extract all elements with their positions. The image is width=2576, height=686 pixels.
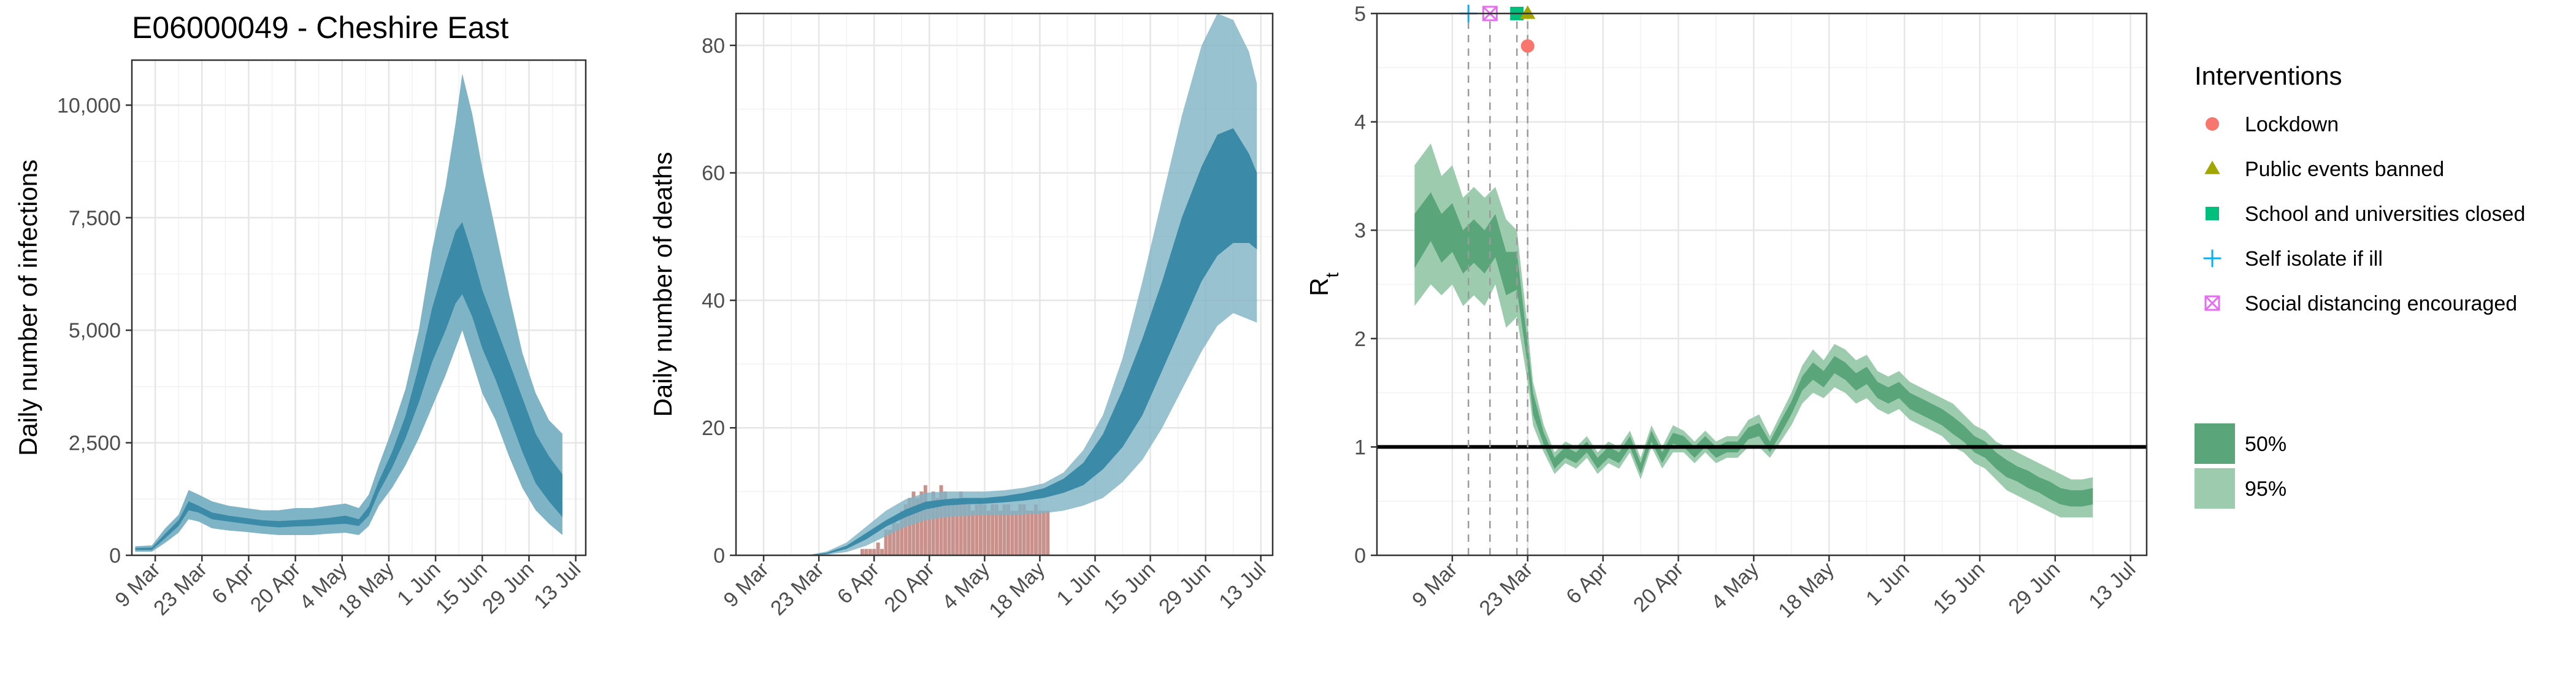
legend-key-boxtimes: [2204, 295, 2220, 311]
observed-deaths-bar: [1022, 504, 1026, 555]
rt-panel-border: [1376, 12, 2148, 557]
intervention-marker-triangle: [1520, 5, 1536, 19]
observed-deaths-bar: [872, 549, 876, 555]
legend-title: Interventions: [2195, 61, 2342, 90]
y-tick-label: 0: [109, 544, 121, 568]
observed-deaths-bar: [864, 549, 868, 555]
observed-deaths-bar: [868, 549, 872, 555]
observed-deaths-bar: [999, 511, 1003, 555]
observed-deaths-bar: [983, 504, 987, 555]
y-tick-label: 5: [1354, 2, 1366, 26]
legend-item-label: Self isolate if ill: [2245, 247, 2383, 271]
observed-deaths-bar: [978, 498, 983, 555]
y-tick-label: 7,500: [69, 207, 121, 230]
y-tick-label: 40: [702, 289, 725, 312]
observed-deaths-bar: [892, 517, 896, 555]
y-tick-label: 60: [702, 162, 725, 185]
legend-key-plus: [2203, 249, 2221, 268]
observed-deaths-bar: [939, 485, 943, 555]
observed-deaths-bar: [860, 549, 864, 555]
observed-deaths-bar: [1006, 504, 1010, 555]
infections-ribbon-95: [135, 74, 562, 552]
y-tick-label: 0: [713, 544, 725, 568]
y-tick-label: 20: [702, 417, 725, 440]
observed-deaths-bar: [900, 511, 904, 555]
legend-item-label: Lockdown: [2245, 113, 2339, 136]
observed-deaths-bar: [943, 491, 947, 555]
observed-deaths-bar: [915, 498, 919, 555]
legend-ci-label: 50%: [2245, 433, 2287, 456]
y-tick-label: 1: [1354, 436, 1366, 459]
observed-deaths-bar: [1010, 511, 1014, 555]
observed-deaths-bar: [963, 498, 967, 555]
legend-ci-label: 95%: [2245, 477, 2287, 501]
observed-deaths-bar: [986, 511, 991, 555]
observed-deaths-bar: [994, 504, 999, 555]
observed-deaths-bar: [931, 491, 935, 555]
legend-key-square: [2206, 207, 2219, 220]
deaths-ribbon-50: [807, 128, 1257, 555]
observed-deaths-bar: [908, 498, 912, 555]
observed-deaths-bar: [1034, 504, 1038, 555]
figure-title: E06000049 - Cheshire East: [132, 10, 508, 45]
boxtimes-d2: [2204, 295, 2220, 311]
legend-key-circle: [2206, 117, 2219, 131]
rt-ribbon-50: [1414, 192, 2093, 507]
observed-deaths-bar: [884, 530, 888, 555]
rt-y-axis-subscript: t: [1322, 272, 1343, 278]
y-tick-label: 2: [1354, 328, 1366, 351]
boxtimes-box: [2204, 295, 2220, 311]
observed-deaths-bar: [1002, 504, 1006, 555]
observed-deaths-bar: [971, 511, 975, 555]
observed-deaths-bar: [1038, 511, 1042, 555]
observed-deaths-bar: [935, 498, 940, 555]
observed-deaths-bar: [927, 504, 932, 555]
y-tick-label: 80: [702, 34, 725, 58]
observed-deaths-bar: [1014, 511, 1018, 555]
observed-deaths-bar: [951, 498, 955, 555]
observed-deaths-bar: [975, 504, 979, 555]
legend-item-label: Social distancing encouraged: [2245, 292, 2517, 315]
observed-deaths-bar: [903, 504, 908, 555]
observed-deaths-bar: [1026, 511, 1030, 555]
observed-deaths-bar: [887, 530, 892, 555]
observed-deaths-bar: [1046, 511, 1050, 555]
y-tick-label: 2,500: [69, 432, 121, 455]
intervention-marker-circle: [1520, 39, 1535, 53]
observed-deaths-bar: [880, 549, 884, 555]
rt-ribbon-95: [1414, 143, 2093, 518]
infections-panel-border: [131, 59, 587, 557]
infections-y-axis-label: Daily number of infections: [13, 160, 42, 456]
legend-item-label: School and universities closed: [2245, 202, 2525, 226]
legend-item-label: Public events banned: [2245, 158, 2444, 181]
observed-deaths-bar: [876, 542, 880, 555]
observed-deaths-bar: [959, 491, 963, 555]
y-tick-label: 4: [1354, 111, 1366, 134]
legend-ci-key: [2195, 423, 2235, 464]
observed-deaths-bar: [1030, 511, 1034, 555]
legend-ci-key: [2195, 468, 2235, 509]
observed-deaths-bar: [919, 491, 924, 555]
legend: Interventions Lockdown Public events banne…: [2195, 61, 2525, 509]
y-tick-label: 5,000: [69, 319, 121, 342]
y-tick-label: 3: [1354, 219, 1366, 242]
deaths-panel-border: [735, 12, 1274, 557]
observed-deaths-bar: [895, 523, 900, 555]
observed-deaths-bar: [1018, 504, 1022, 555]
observed-deaths-bar: [1041, 511, 1046, 555]
y-tick-label: 0: [1354, 544, 1366, 568]
legend-key-triangle: [2204, 160, 2220, 174]
deaths-ribbon-95: [807, 13, 1257, 555]
y-tick-label: 10,000: [57, 94, 121, 117]
observed-deaths-bar: [947, 504, 951, 555]
observed-deaths-bar: [955, 504, 959, 555]
observed-deaths-bar: [967, 504, 971, 555]
deaths-y-axis-label: Daily number of deaths: [648, 152, 677, 417]
observed-deaths-bar: [991, 504, 995, 555]
